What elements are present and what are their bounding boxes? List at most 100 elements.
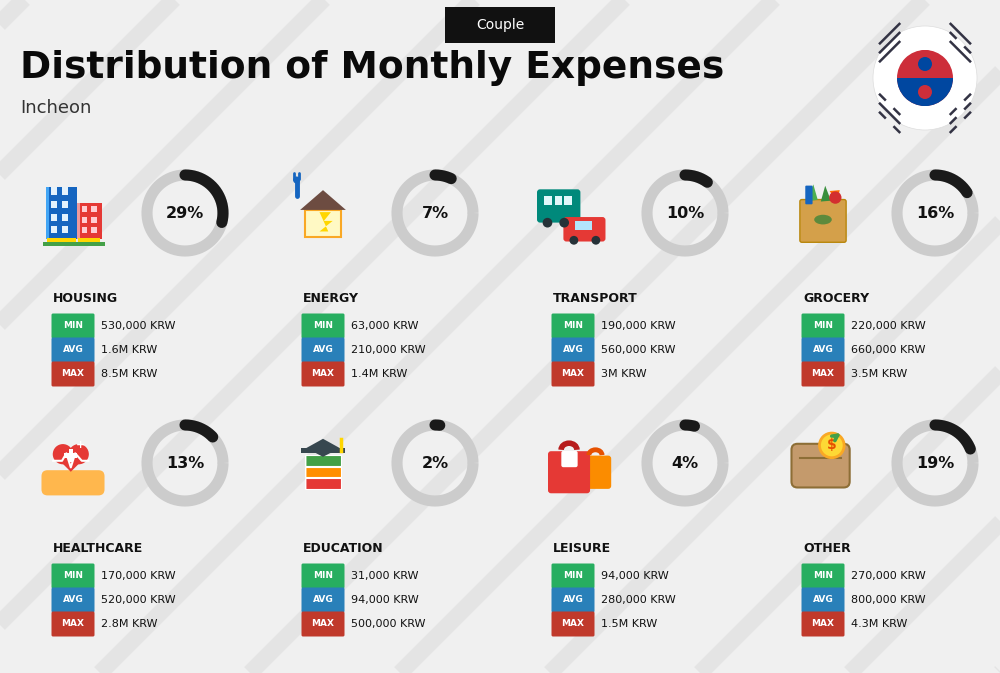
Text: MIN: MIN: [563, 571, 583, 581]
FancyBboxPatch shape: [302, 612, 344, 637]
Circle shape: [69, 444, 89, 464]
Text: 220,000 KRW: 220,000 KRW: [851, 321, 926, 331]
Text: AVG: AVG: [563, 345, 583, 355]
FancyBboxPatch shape: [41, 470, 105, 495]
Text: 8.5M KRW: 8.5M KRW: [101, 369, 157, 379]
Text: 2.8M KRW: 2.8M KRW: [101, 619, 158, 629]
FancyBboxPatch shape: [552, 361, 594, 386]
Text: MAX: MAX: [811, 620, 834, 629]
Text: 31,000 KRW: 31,000 KRW: [351, 571, 418, 581]
FancyBboxPatch shape: [552, 588, 594, 612]
FancyBboxPatch shape: [52, 361, 94, 386]
Text: Incheon: Incheon: [20, 99, 91, 117]
FancyBboxPatch shape: [91, 227, 97, 234]
Text: MAX: MAX: [62, 369, 84, 378]
Circle shape: [829, 191, 841, 204]
Text: 1.5M KRW: 1.5M KRW: [601, 619, 657, 629]
FancyBboxPatch shape: [445, 7, 555, 43]
Text: Couple: Couple: [476, 18, 524, 32]
FancyBboxPatch shape: [51, 188, 57, 194]
Wedge shape: [897, 78, 953, 106]
FancyBboxPatch shape: [305, 466, 307, 477]
Text: AVG: AVG: [563, 596, 583, 604]
Text: 3M KRW: 3M KRW: [601, 369, 647, 379]
Circle shape: [591, 236, 600, 245]
Text: 800,000 KRW: 800,000 KRW: [851, 595, 926, 605]
FancyBboxPatch shape: [52, 563, 94, 588]
Text: 530,000 KRW: 530,000 KRW: [101, 321, 176, 331]
FancyBboxPatch shape: [302, 588, 344, 612]
FancyBboxPatch shape: [801, 337, 844, 363]
Text: HOUSING: HOUSING: [53, 291, 118, 304]
Circle shape: [897, 50, 953, 106]
Text: MAX: MAX: [62, 620, 84, 629]
Polygon shape: [806, 184, 818, 201]
Text: 660,000 KRW: 660,000 KRW: [851, 345, 926, 355]
Text: 4%: 4%: [671, 456, 699, 470]
Text: LEISURE: LEISURE: [553, 542, 611, 555]
Text: 16%: 16%: [916, 205, 954, 221]
FancyBboxPatch shape: [564, 197, 572, 205]
Text: MAX: MAX: [312, 620, 335, 629]
Circle shape: [918, 57, 932, 71]
Text: AVG: AVG: [313, 345, 333, 355]
Text: 210,000 KRW: 210,000 KRW: [351, 345, 426, 355]
Text: GROCERY: GROCERY: [803, 291, 869, 304]
Text: 520,000 KRW: 520,000 KRW: [101, 595, 176, 605]
Polygon shape: [821, 186, 831, 201]
FancyBboxPatch shape: [47, 238, 76, 243]
FancyBboxPatch shape: [305, 455, 307, 466]
Polygon shape: [306, 439, 340, 457]
Circle shape: [293, 176, 300, 184]
Text: 4.3M KRW: 4.3M KRW: [851, 619, 907, 629]
FancyBboxPatch shape: [69, 449, 73, 462]
FancyBboxPatch shape: [302, 361, 344, 386]
FancyBboxPatch shape: [302, 563, 344, 588]
Text: 190,000 KRW: 190,000 KRW: [601, 321, 676, 331]
Text: MIN: MIN: [63, 322, 83, 330]
Text: MAX: MAX: [312, 369, 335, 378]
FancyBboxPatch shape: [801, 563, 844, 588]
Circle shape: [569, 236, 578, 245]
Text: 94,000 KRW: 94,000 KRW: [351, 595, 419, 605]
Circle shape: [918, 85, 932, 99]
FancyBboxPatch shape: [305, 478, 341, 489]
Circle shape: [873, 26, 977, 130]
FancyBboxPatch shape: [561, 451, 578, 467]
FancyBboxPatch shape: [801, 314, 844, 339]
Text: AVG: AVG: [63, 345, 83, 355]
Text: TRANSPORT: TRANSPORT: [553, 291, 638, 304]
FancyBboxPatch shape: [305, 455, 341, 466]
FancyBboxPatch shape: [302, 337, 344, 363]
FancyBboxPatch shape: [82, 206, 87, 212]
Polygon shape: [53, 454, 88, 472]
Text: MAX: MAX: [811, 369, 834, 378]
FancyBboxPatch shape: [62, 201, 68, 208]
Text: 560,000 KRW: 560,000 KRW: [601, 345, 676, 355]
Ellipse shape: [814, 215, 832, 224]
FancyBboxPatch shape: [91, 206, 97, 212]
FancyBboxPatch shape: [78, 238, 100, 243]
FancyBboxPatch shape: [62, 188, 68, 194]
FancyBboxPatch shape: [805, 186, 813, 205]
FancyBboxPatch shape: [801, 588, 844, 612]
Text: HEALTHCARE: HEALTHCARE: [53, 542, 143, 555]
Text: 19%: 19%: [916, 456, 954, 470]
FancyBboxPatch shape: [82, 227, 87, 234]
Text: 3.5M KRW: 3.5M KRW: [851, 369, 907, 379]
FancyBboxPatch shape: [552, 612, 594, 637]
FancyBboxPatch shape: [801, 612, 844, 637]
FancyBboxPatch shape: [544, 197, 552, 205]
Text: 1.6M KRW: 1.6M KRW: [101, 345, 157, 355]
FancyBboxPatch shape: [575, 221, 592, 229]
FancyBboxPatch shape: [302, 314, 344, 339]
FancyBboxPatch shape: [537, 189, 580, 223]
Circle shape: [911, 50, 939, 78]
FancyBboxPatch shape: [62, 214, 68, 221]
Text: MIN: MIN: [563, 322, 583, 330]
Text: 270,000 KRW: 270,000 KRW: [851, 571, 926, 581]
Text: 7%: 7%: [421, 205, 449, 221]
FancyBboxPatch shape: [305, 478, 307, 489]
FancyBboxPatch shape: [552, 337, 594, 363]
Text: 10%: 10%: [666, 205, 704, 221]
